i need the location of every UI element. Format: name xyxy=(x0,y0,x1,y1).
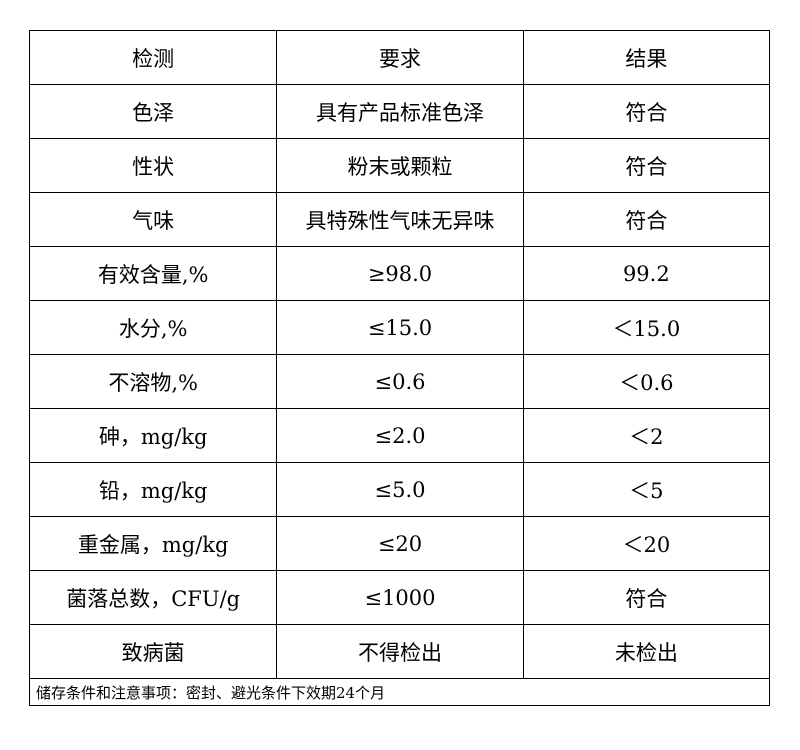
item-cell: 不溶物,% xyxy=(28,354,278,409)
table-row: 不溶物,% ≤0.6 ＜0.6 xyxy=(28,354,771,409)
item-cell: 重金属，mg/kg xyxy=(28,516,278,571)
footer-row: 储存条件和注意事项：密封、避光条件下效期24个月 xyxy=(29,678,770,706)
requirement-cell: 具特殊性气味无异味 xyxy=(276,192,524,247)
result-cell: 符合 xyxy=(522,138,771,193)
storage-note: 储存条件和注意事项：密封、避光条件下效期24个月 xyxy=(29,678,770,706)
item-cell: 色泽 xyxy=(28,84,278,139)
table-row: 性状 粉末或颗粒 符合 xyxy=(28,138,771,193)
item-cell: 水分,% xyxy=(28,300,278,355)
requirement-cell: ≤15.0 xyxy=(276,300,524,355)
inspection-table: 检测 要求 结果 色泽 具有产品标准色泽 符合 性状 粉末或颗粒 符合 气味 具特殊性气味无异… xyxy=(28,30,771,706)
item-cell: 铅，mg/kg xyxy=(28,462,278,517)
result-cell: ＜0.6 xyxy=(522,354,771,409)
result-cell: ＜15.0 xyxy=(522,300,771,355)
header-cell: 检测 xyxy=(28,30,278,85)
table-header-row: 检测 要求 结果 xyxy=(28,30,771,85)
requirement-cell: ≤20 xyxy=(276,516,524,571)
table-row: 气味 具特殊性气味无异味 符合 xyxy=(28,192,771,247)
item-cell: 砷，mg/kg xyxy=(28,408,278,463)
table-row: 铅，mg/kg ≤5.0 ＜5 xyxy=(28,462,771,517)
table-row: 色泽 具有产品标准色泽 符合 xyxy=(28,84,771,139)
requirement-cell: ≥98.0 xyxy=(276,246,524,301)
table-row: 有效含量,% ≥98.0 99.2 xyxy=(28,246,771,301)
result-cell: 符合 xyxy=(522,192,771,247)
result-cell: ＜20 xyxy=(522,516,771,571)
table-row: 重金属，mg/kg ≤20 ＜20 xyxy=(28,516,771,571)
table-row: 水分,% ≤15.0 ＜15.0 xyxy=(28,300,771,355)
item-cell: 性状 xyxy=(28,138,278,193)
item-cell: 致病菌 xyxy=(28,624,278,679)
table-row: 致病菌 不得检出 未检出 xyxy=(28,624,771,679)
result-cell: 99.2 xyxy=(522,246,771,301)
item-cell: 气味 xyxy=(28,192,278,247)
requirement-cell: 不得检出 xyxy=(276,624,524,679)
result-cell: 符合 xyxy=(522,84,771,139)
table-row: 菌落总数，CFU/g ≤1000 符合 xyxy=(28,570,771,625)
result-cell: ＜5 xyxy=(522,462,771,517)
requirement-cell: 具有产品标准色泽 xyxy=(276,84,524,139)
result-cell: ＜2 xyxy=(522,408,771,463)
requirement-cell: ≤2.0 xyxy=(276,408,524,463)
header-cell: 结果 xyxy=(522,30,771,85)
requirement-cell: ≤0.6 xyxy=(276,354,524,409)
result-cell: 未检出 xyxy=(522,624,771,679)
result-cell: 符合 xyxy=(522,570,771,625)
header-cell: 要求 xyxy=(276,30,524,85)
requirement-cell: ≤1000 xyxy=(276,570,524,625)
requirement-cell: ≤5.0 xyxy=(276,462,524,517)
requirement-cell: 粉末或颗粒 xyxy=(276,138,524,193)
item-cell: 菌落总数，CFU/g xyxy=(28,570,278,625)
item-cell: 有效含量,% xyxy=(28,246,278,301)
table-row: 砷，mg/kg ≤2.0 ＜2 xyxy=(28,408,771,463)
